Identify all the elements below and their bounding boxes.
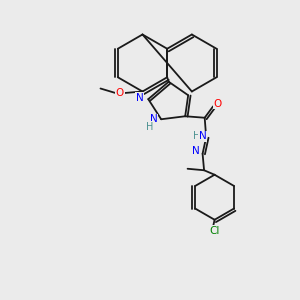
- Text: N: N: [191, 146, 199, 156]
- Text: N: N: [136, 93, 144, 103]
- Text: N: N: [150, 114, 158, 124]
- Text: H: H: [146, 122, 154, 132]
- Text: Cl: Cl: [209, 226, 220, 236]
- Text: O: O: [116, 88, 124, 98]
- Text: N: N: [199, 131, 206, 141]
- Text: O: O: [214, 99, 222, 109]
- Text: H: H: [193, 131, 200, 141]
